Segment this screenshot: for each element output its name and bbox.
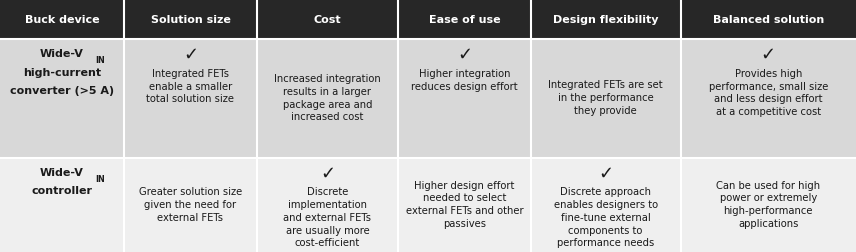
Text: Buck device: Buck device <box>25 15 99 24</box>
Text: Balanced solution: Balanced solution <box>713 15 823 24</box>
Text: ✓: ✓ <box>761 46 776 64</box>
Text: Wide-V: Wide-V <box>40 49 84 59</box>
Text: Discrete
implementation
and external FETs
are usually more
cost-efficient: Discrete implementation and external FET… <box>283 187 372 248</box>
Text: ✓: ✓ <box>598 164 613 182</box>
Text: Integrated FETs are set
in the performance
they provide: Integrated FETs are set in the performan… <box>549 80 663 116</box>
Text: high-current: high-current <box>23 68 101 78</box>
Text: Greater solution size
given the need for
external FETs: Greater solution size given the need for… <box>139 187 242 223</box>
Text: controller: controller <box>32 186 92 196</box>
Text: Can be used for high
power or extremely
high-performance
applications: Can be used for high power or extremely … <box>716 180 820 229</box>
Bar <box>0 39 856 158</box>
Text: Integrated FETs
enable a smaller
total solution size: Integrated FETs enable a smaller total s… <box>146 69 235 104</box>
Text: Ease of use: Ease of use <box>429 15 500 24</box>
Text: Higher design effort
needed to select
external FETs and other
passives: Higher design effort needed to select ex… <box>406 180 523 229</box>
Text: Discrete approach
enables designers to
fine-tune external
components to
performa: Discrete approach enables designers to f… <box>554 187 657 248</box>
Text: ✓: ✓ <box>183 46 198 64</box>
Text: Solution size: Solution size <box>151 15 230 24</box>
Text: IN: IN <box>96 56 105 65</box>
Text: ✓: ✓ <box>457 46 472 64</box>
Text: converter (>5 A): converter (>5 A) <box>10 86 114 96</box>
Text: Wide-V: Wide-V <box>40 168 84 178</box>
Bar <box>0 0 856 39</box>
Text: Provides high
performance, small size
and less design effort
at a competitive co: Provides high performance, small size an… <box>709 69 828 117</box>
Bar <box>0 158 856 252</box>
Text: Higher integration
reduces design effort: Higher integration reduces design effort <box>411 69 518 91</box>
Text: Cost: Cost <box>313 15 342 24</box>
Text: Design flexibility: Design flexibility <box>553 15 658 24</box>
Text: IN: IN <box>96 175 105 184</box>
Text: ✓: ✓ <box>320 164 335 182</box>
Text: Increased integration
results in a larger
package area and
increased cost: Increased integration results in a large… <box>274 74 381 122</box>
